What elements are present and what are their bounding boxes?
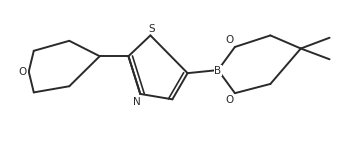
- Text: O: O: [225, 35, 233, 45]
- Text: N: N: [133, 97, 141, 107]
- Text: B: B: [214, 66, 222, 76]
- Text: O: O: [19, 67, 27, 77]
- Text: S: S: [149, 24, 155, 34]
- Text: O: O: [225, 95, 233, 105]
